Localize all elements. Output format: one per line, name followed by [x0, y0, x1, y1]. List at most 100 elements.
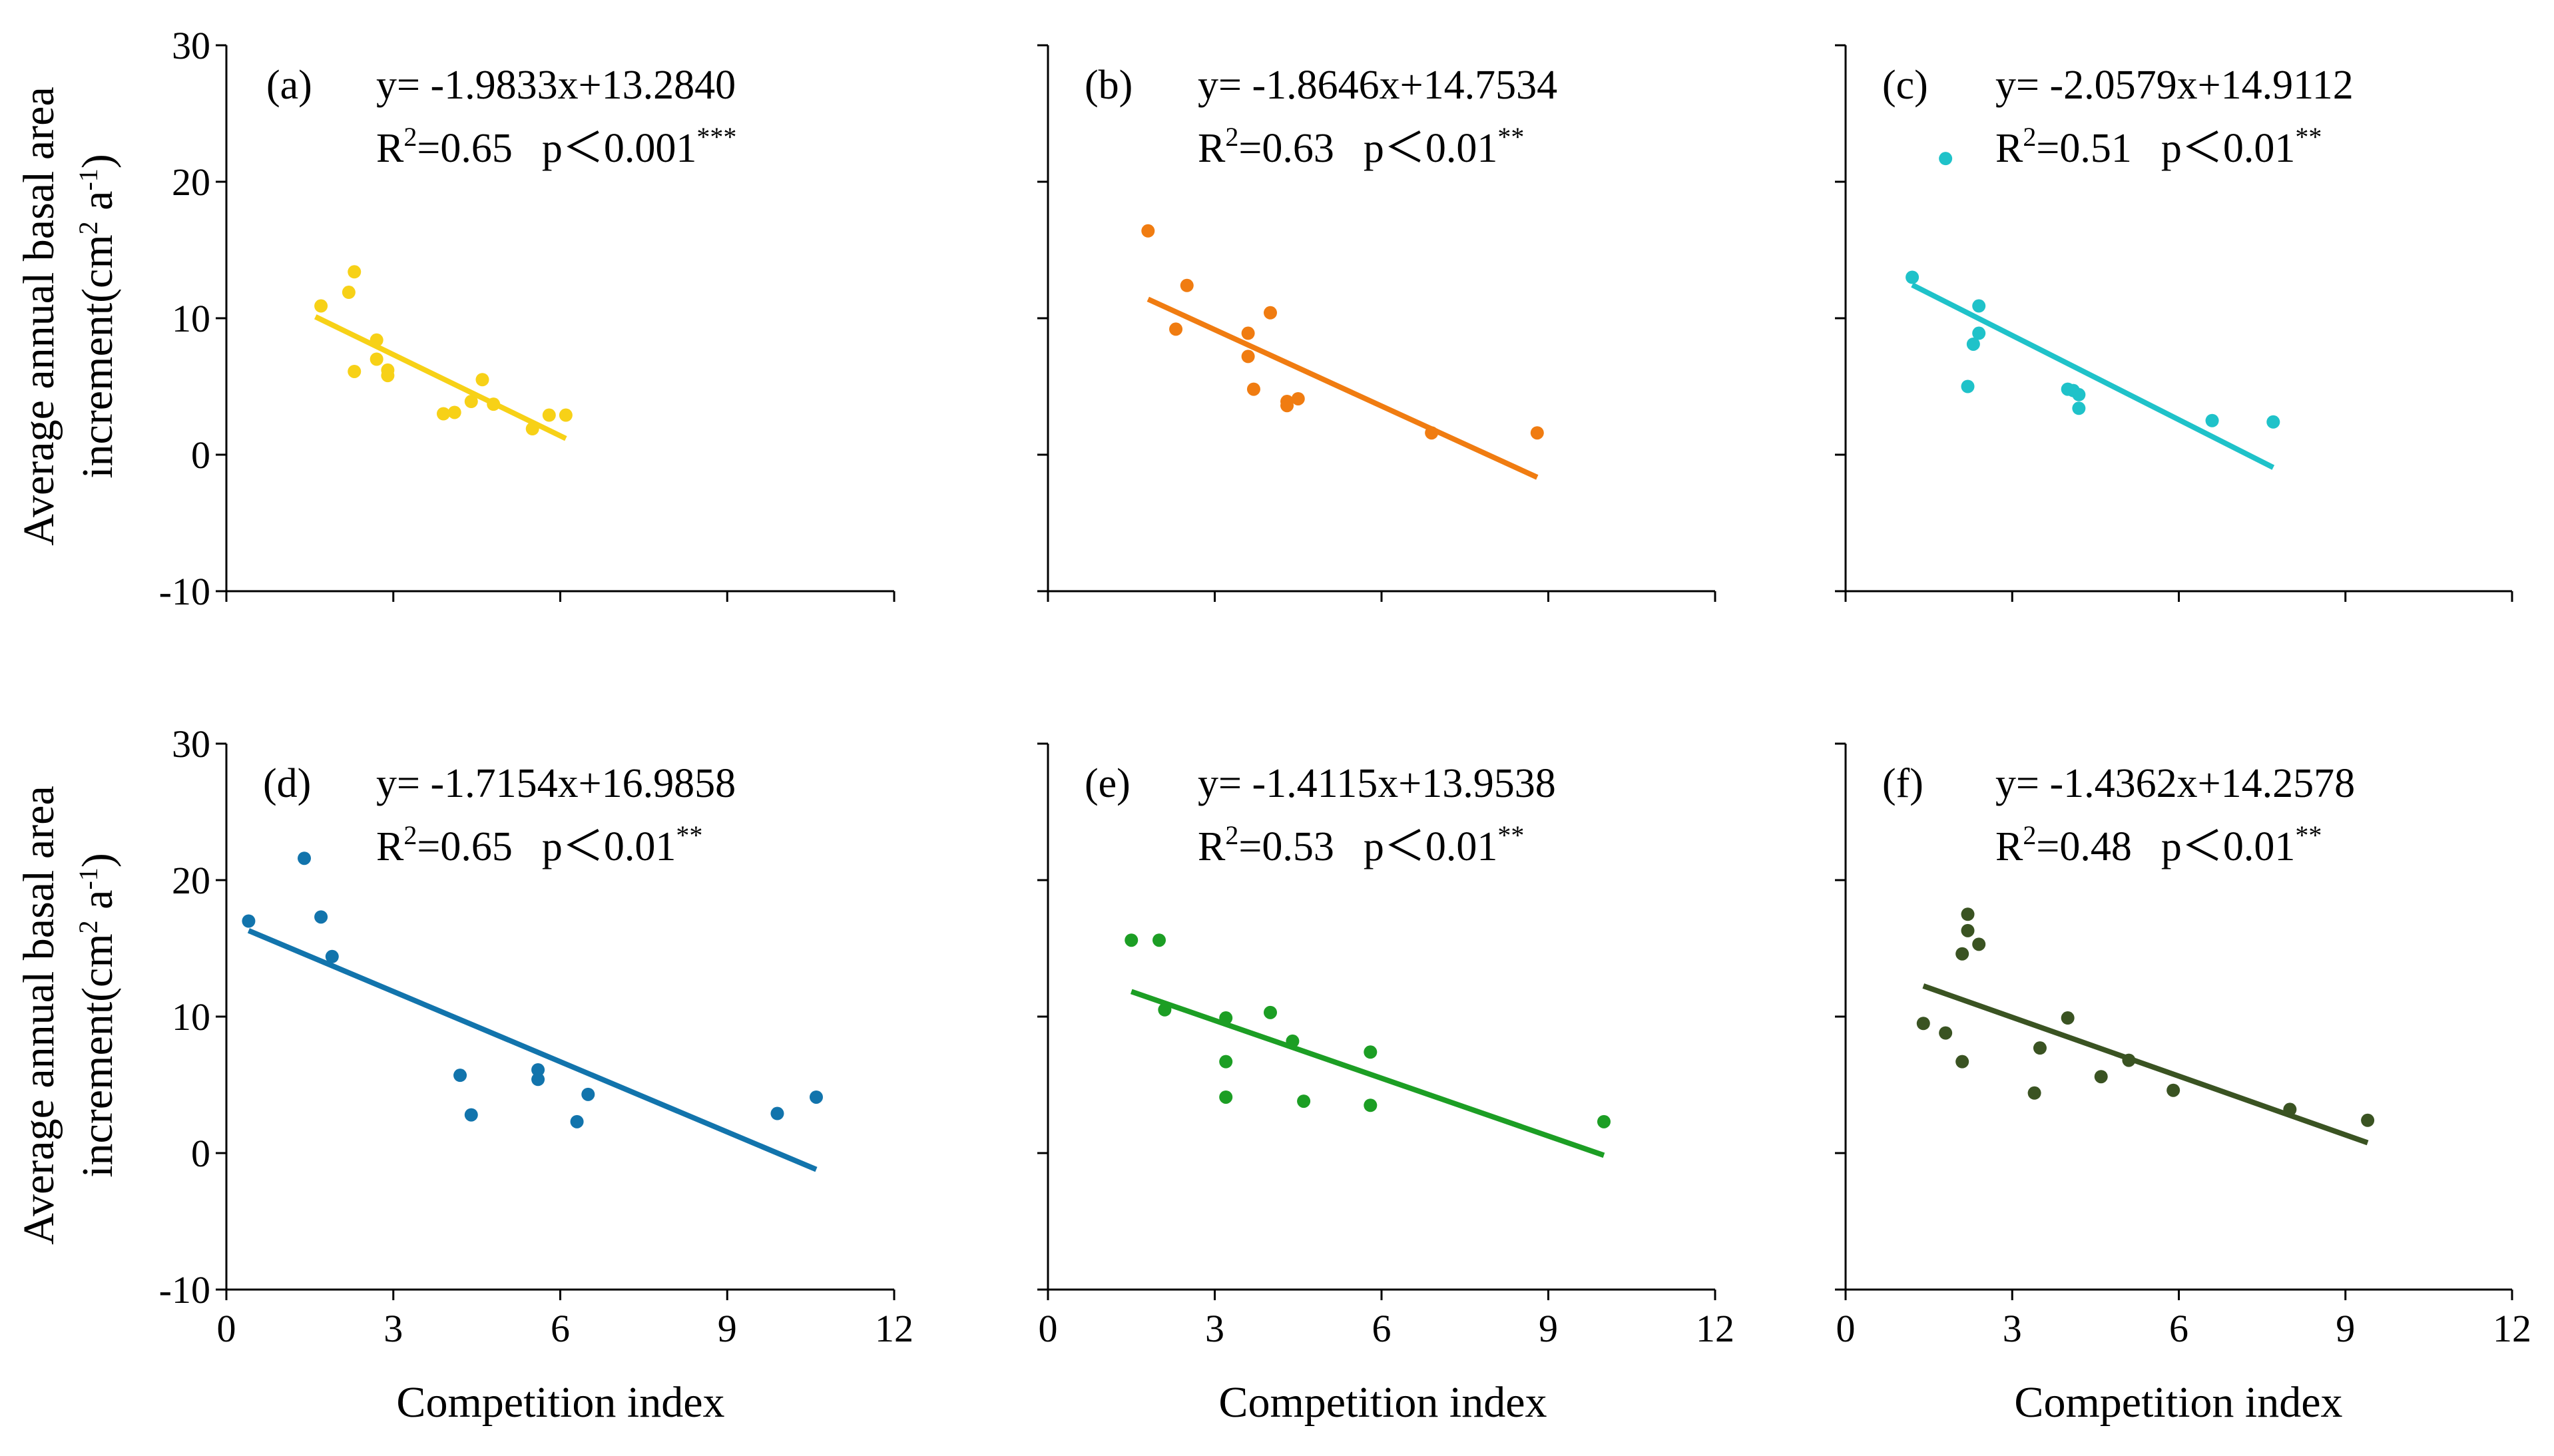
- panel-a-y-tick-label: -10: [159, 570, 210, 613]
- panel-a-label: (a): [266, 63, 312, 108]
- panel-c-stats: R2=0.51 p＜0.01**: [1995, 122, 2322, 171]
- panel-e-data-point: [1364, 1045, 1378, 1059]
- panel-b-data-point: [1425, 426, 1439, 440]
- panel-e-stats: R2=0.53 p＜0.01**: [1198, 820, 1524, 869]
- panel-c-significance-stars: **: [2295, 122, 2322, 152]
- panel-a-data-point: [542, 408, 556, 422]
- panel-f: 0 3 6 9 12 (f) y= -1.4362x+14.2578 R2=0.48 p＜0.0…: [1835, 742, 2531, 1350]
- x-axis-title-middle: Competition index: [1218, 1378, 1547, 1427]
- panel-e-r2-sup: 2: [1225, 820, 1238, 850]
- panel-f-data-point: [2033, 1041, 2047, 1055]
- panel-f-data-point: [2061, 1011, 2075, 1025]
- panel-b-data-point: [1141, 224, 1155, 238]
- panel-d-stats: R2=0.65 p＜0.01**: [376, 820, 702, 869]
- panel-d-data-point: [314, 910, 328, 924]
- panel-b-r2-symbol: R: [1198, 126, 1226, 171]
- panel-b-stats: R2=0.63 p＜0.01**: [1198, 122, 1524, 171]
- panel-b-data-point: [1169, 322, 1183, 336]
- panel-e-x-tick-label: 3: [1205, 1307, 1224, 1350]
- panel-a-stats: R2=0.65 p＜0.001***: [376, 122, 736, 171]
- panel-a-equation: y= -1.9833x+13.2840: [376, 63, 736, 108]
- panel-b-data-point: [1280, 399, 1294, 413]
- panel-a-data-point: [447, 405, 461, 419]
- panel-f-equation: y= -1.4362x+14.2578: [1995, 761, 2355, 806]
- panel-b-label: (b): [1085, 63, 1133, 108]
- panel-d-y-tick-label: -10: [159, 1268, 210, 1312]
- panel-d-data-point: [242, 914, 256, 928]
- panel-b-significance-stars: **: [1497, 122, 1524, 152]
- panel-a-y-tick-label: 10: [172, 297, 210, 340]
- panel-f-data-point: [2361, 1113, 2375, 1127]
- panel-c-data-point: [2266, 415, 2280, 429]
- panel-f-x-tick-label: 9: [2336, 1307, 2355, 1350]
- y-axis-title-line1: Average annual basal area: [15, 786, 63, 1245]
- panel-f-data-point: [1939, 1026, 1953, 1040]
- panel-c-data-point: [1972, 299, 1986, 313]
- panel-d-r2-sup: 2: [403, 820, 417, 850]
- panel-d-data-point: [570, 1114, 584, 1128]
- panel-e-x-tick-label: 12: [1696, 1307, 1734, 1350]
- panel-b-p-value: p＜0.01: [1364, 126, 1498, 171]
- panel-c-data-point: [2205, 413, 2219, 427]
- panel-f-data-point: [2027, 1086, 2041, 1100]
- panel-c-regression-line: [1911, 282, 2275, 470]
- panel-d-equation: y= -1.7154x+16.9858: [376, 761, 736, 806]
- panel-e-data-point: [1364, 1098, 1378, 1112]
- y-axis-title-bottom: Average annual basal area increment(cm2 …: [15, 786, 122, 1245]
- panel-d-r2-value: =0.65: [417, 824, 512, 869]
- panel-c: (c) y= -2.0579x+14.9112 R2=0.51 p＜0.01**: [1835, 44, 2513, 602]
- panel-d-y-tick-label: 10: [172, 995, 210, 1039]
- panel-e-data-point: [1219, 1090, 1233, 1104]
- panel-a-r2-sup: 2: [403, 122, 417, 152]
- panel-a-data-point: [436, 407, 450, 421]
- panel-d-data-point: [325, 949, 339, 963]
- panel-e-r2-symbol: R: [1198, 824, 1226, 869]
- panel-d-data-point: [453, 1069, 467, 1083]
- panel-a-data-point: [314, 299, 328, 313]
- panel-a-regression-line: [314, 314, 567, 441]
- panel-b-data-point: [1241, 350, 1255, 364]
- panel-e-data-point: [1152, 933, 1166, 947]
- panel-a-r2-symbol: R: [376, 126, 404, 171]
- panel-a-y-tick-label: 20: [172, 160, 210, 204]
- panel-f-data-point: [2167, 1083, 2180, 1097]
- panel-f-data-point: [2122, 1053, 2136, 1067]
- panel-b-equation: y= -1.8646x+14.7534: [1198, 63, 1557, 108]
- panel-c-data-point: [2072, 387, 2086, 401]
- panel-f-p-value: p＜0.01: [2161, 824, 2296, 869]
- panel-a-data-point: [370, 352, 383, 366]
- panel-e-p-value: p＜0.01: [1364, 824, 1498, 869]
- panel-a-y-tick-label: 30: [172, 24, 210, 67]
- panel-f-regression-line: [1922, 983, 2369, 1146]
- panel-c-data-point: [1939, 152, 1953, 166]
- panel-c-data-point: [1906, 270, 1919, 284]
- panel-f-data-point: [1955, 1055, 1969, 1069]
- panel-c-label: (c): [1882, 63, 1928, 108]
- panel-c-p-value: p＜0.01: [2161, 126, 2296, 171]
- panel-b: (b) y= -1.8646x+14.7534 R2=0.63 p＜0.01**: [1037, 44, 1716, 602]
- x-axis-title-right: Competition index: [2014, 1378, 2342, 1427]
- panel-b-r2-value: =0.63: [1238, 126, 1334, 171]
- panel-c-r2-symbol: R: [1995, 126, 2023, 171]
- panel-e-x-tick-label: 6: [1372, 1307, 1392, 1350]
- panel-d-data-point: [581, 1087, 595, 1101]
- panel-f-data-point: [1961, 923, 1975, 937]
- panel-b-data-point: [1530, 426, 1544, 440]
- panel-d-x-tick-label: 6: [551, 1307, 570, 1350]
- panel-f-data-point: [1961, 907, 1975, 921]
- panel-a-data-point: [559, 408, 573, 422]
- panel-b-data-point: [1246, 382, 1260, 396]
- y-axis-title-line1: Average annual basal area: [15, 87, 63, 546]
- panel-d-x-tick-label: 12: [875, 1307, 913, 1350]
- panel-f-r2-symbol: R: [1995, 824, 2023, 869]
- panel-a-data-point: [464, 395, 478, 409]
- panel-b-r2-sup: 2: [1225, 122, 1238, 152]
- panel-c-r2-value: =0.51: [2036, 126, 2131, 171]
- panel-e-data-point: [1597, 1114, 1611, 1128]
- panel-d-x-tick-label: 0: [217, 1307, 236, 1350]
- panel-e-data-point: [1158, 1003, 1172, 1017]
- panel-e-data-point: [1219, 1011, 1233, 1025]
